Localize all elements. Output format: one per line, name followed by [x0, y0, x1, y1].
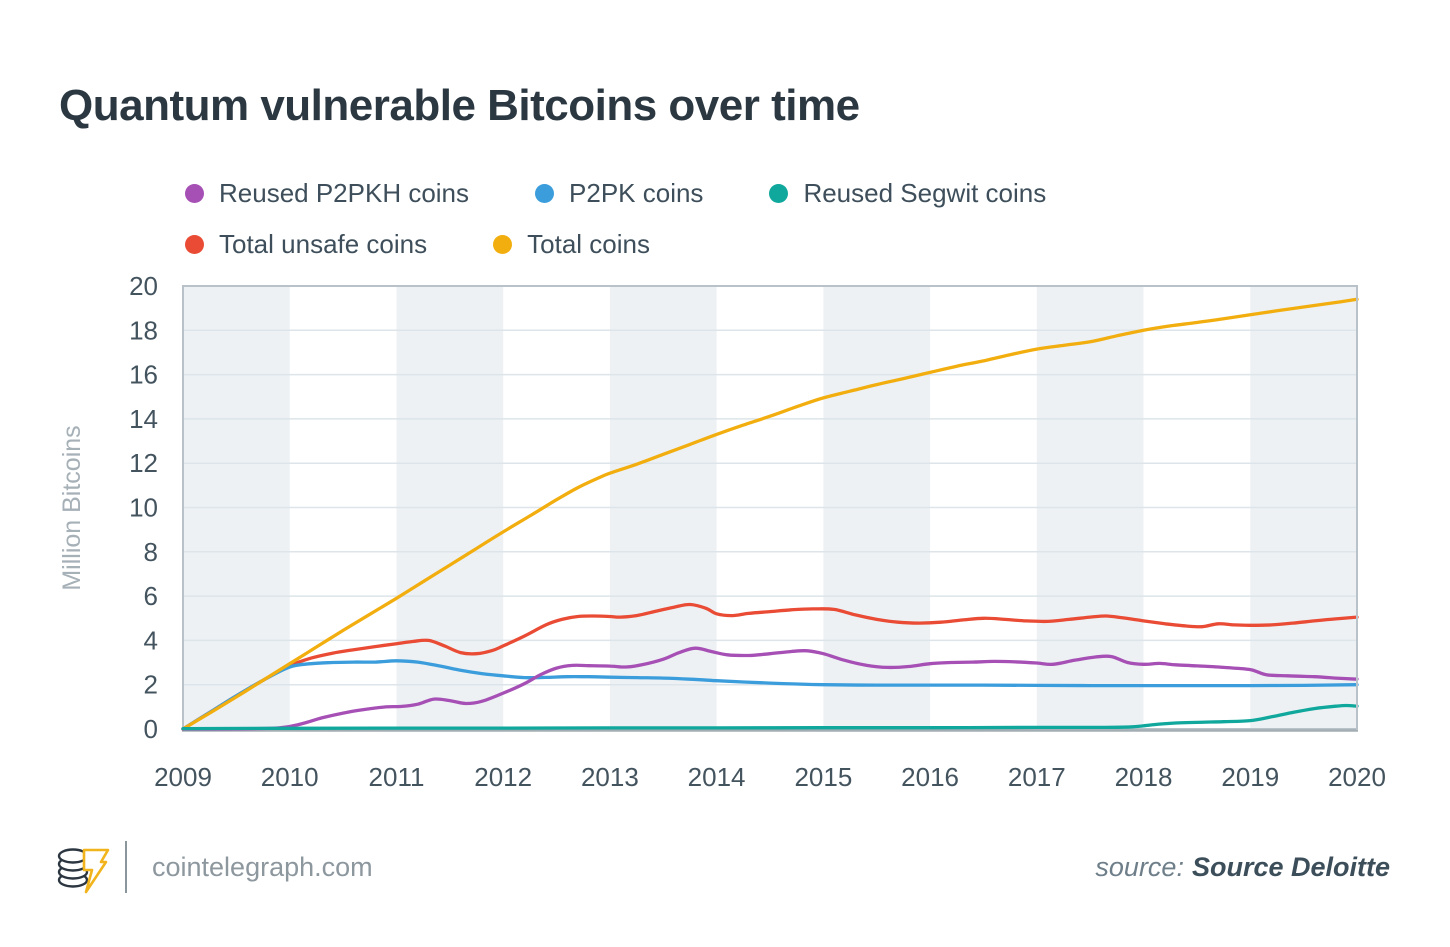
y-tick-label: 10	[129, 493, 158, 523]
legend-item-3: Reused Segwit coins	[769, 178, 1046, 209]
y-tick-label: 0	[144, 714, 158, 744]
y-tick-label: 4	[144, 625, 158, 655]
series-line-reused-p2pkh-coins	[181, 646, 1359, 731]
y-tick-label: 16	[129, 360, 158, 390]
legend-label: Total coins	[527, 229, 650, 259]
series-line-total-coins	[181, 297, 1359, 731]
legend-dot-icon	[185, 235, 204, 254]
lightning-bolt-icon	[82, 848, 110, 894]
legend-label: Reused P2PKH coins	[219, 178, 470, 208]
legend-item-4: Total unsafe coins	[185, 229, 427, 260]
legend-label: Reused Segwit coins	[803, 178, 1047, 208]
x-tick-label: 2017	[1008, 762, 1066, 792]
footer-site-text: cointelegraph.com	[152, 852, 373, 882]
x-tick-label: 2016	[901, 762, 959, 792]
y-tick-label: 12	[129, 448, 158, 478]
footer-divider	[125, 841, 127, 893]
y-tick-label: 14	[129, 404, 158, 434]
cointelegraph-logo	[57, 848, 110, 894]
x-tick-label: 2020	[1328, 762, 1386, 792]
series-line-p2pk-coins	[181, 659, 1359, 731]
series-line-reused-segwit-coins	[181, 703, 1359, 731]
y-axis-label: Million Bitcoins	[58, 425, 86, 590]
source-name: Source Deloitte	[1191, 852, 1390, 882]
y-tick-label: 6	[144, 581, 158, 611]
x-tick-label: 2013	[581, 762, 639, 792]
x-tick-label: 2012	[474, 762, 532, 792]
x-tick-label: 2018	[1115, 762, 1173, 792]
series-line-total-unsafe-coins	[181, 602, 1359, 731]
y-tick-label: 8	[144, 537, 158, 567]
y-tick-label: 20	[129, 271, 158, 301]
legend-dot-icon	[535, 184, 555, 203]
y-tick-label: 2	[144, 670, 158, 700]
page-title: Quantum vulnerable Bitcoins over time	[59, 81, 860, 131]
legend-item-5: Total coins	[493, 229, 650, 260]
y-tick-label: 18	[129, 315, 158, 345]
source-attribution: source: Source Deloitte	[1095, 852, 1390, 883]
x-tick-label: 2019	[1221, 762, 1279, 792]
legend-label: P2PK coins	[569, 178, 704, 208]
legend-dot-icon	[185, 184, 204, 203]
legend-dot-icon	[493, 235, 513, 254]
legend-label: Total unsafe coins	[219, 229, 428, 259]
legend-dot-icon	[769, 184, 789, 203]
x-tick-label: 2014	[688, 762, 746, 792]
x-tick-label: 2009	[154, 762, 212, 792]
x-tick-label: 2011	[369, 762, 425, 792]
source-prefix: source:	[1095, 852, 1184, 882]
x-tick-label: 2010	[261, 762, 319, 792]
legend-item-1: Reused P2PKH coins	[185, 178, 469, 209]
line-chart: 0 2 4 6 8 10 12 14 16 18 20 2009 2010 2011 2012 2013 201…	[58, 271, 1386, 792]
x-tick-label: 2015	[794, 762, 852, 792]
legend-item-2: P2PK coins	[535, 178, 703, 209]
chart-legend: Reused P2PKH coins P2PK coins Reused Segwi…	[185, 178, 1185, 260]
